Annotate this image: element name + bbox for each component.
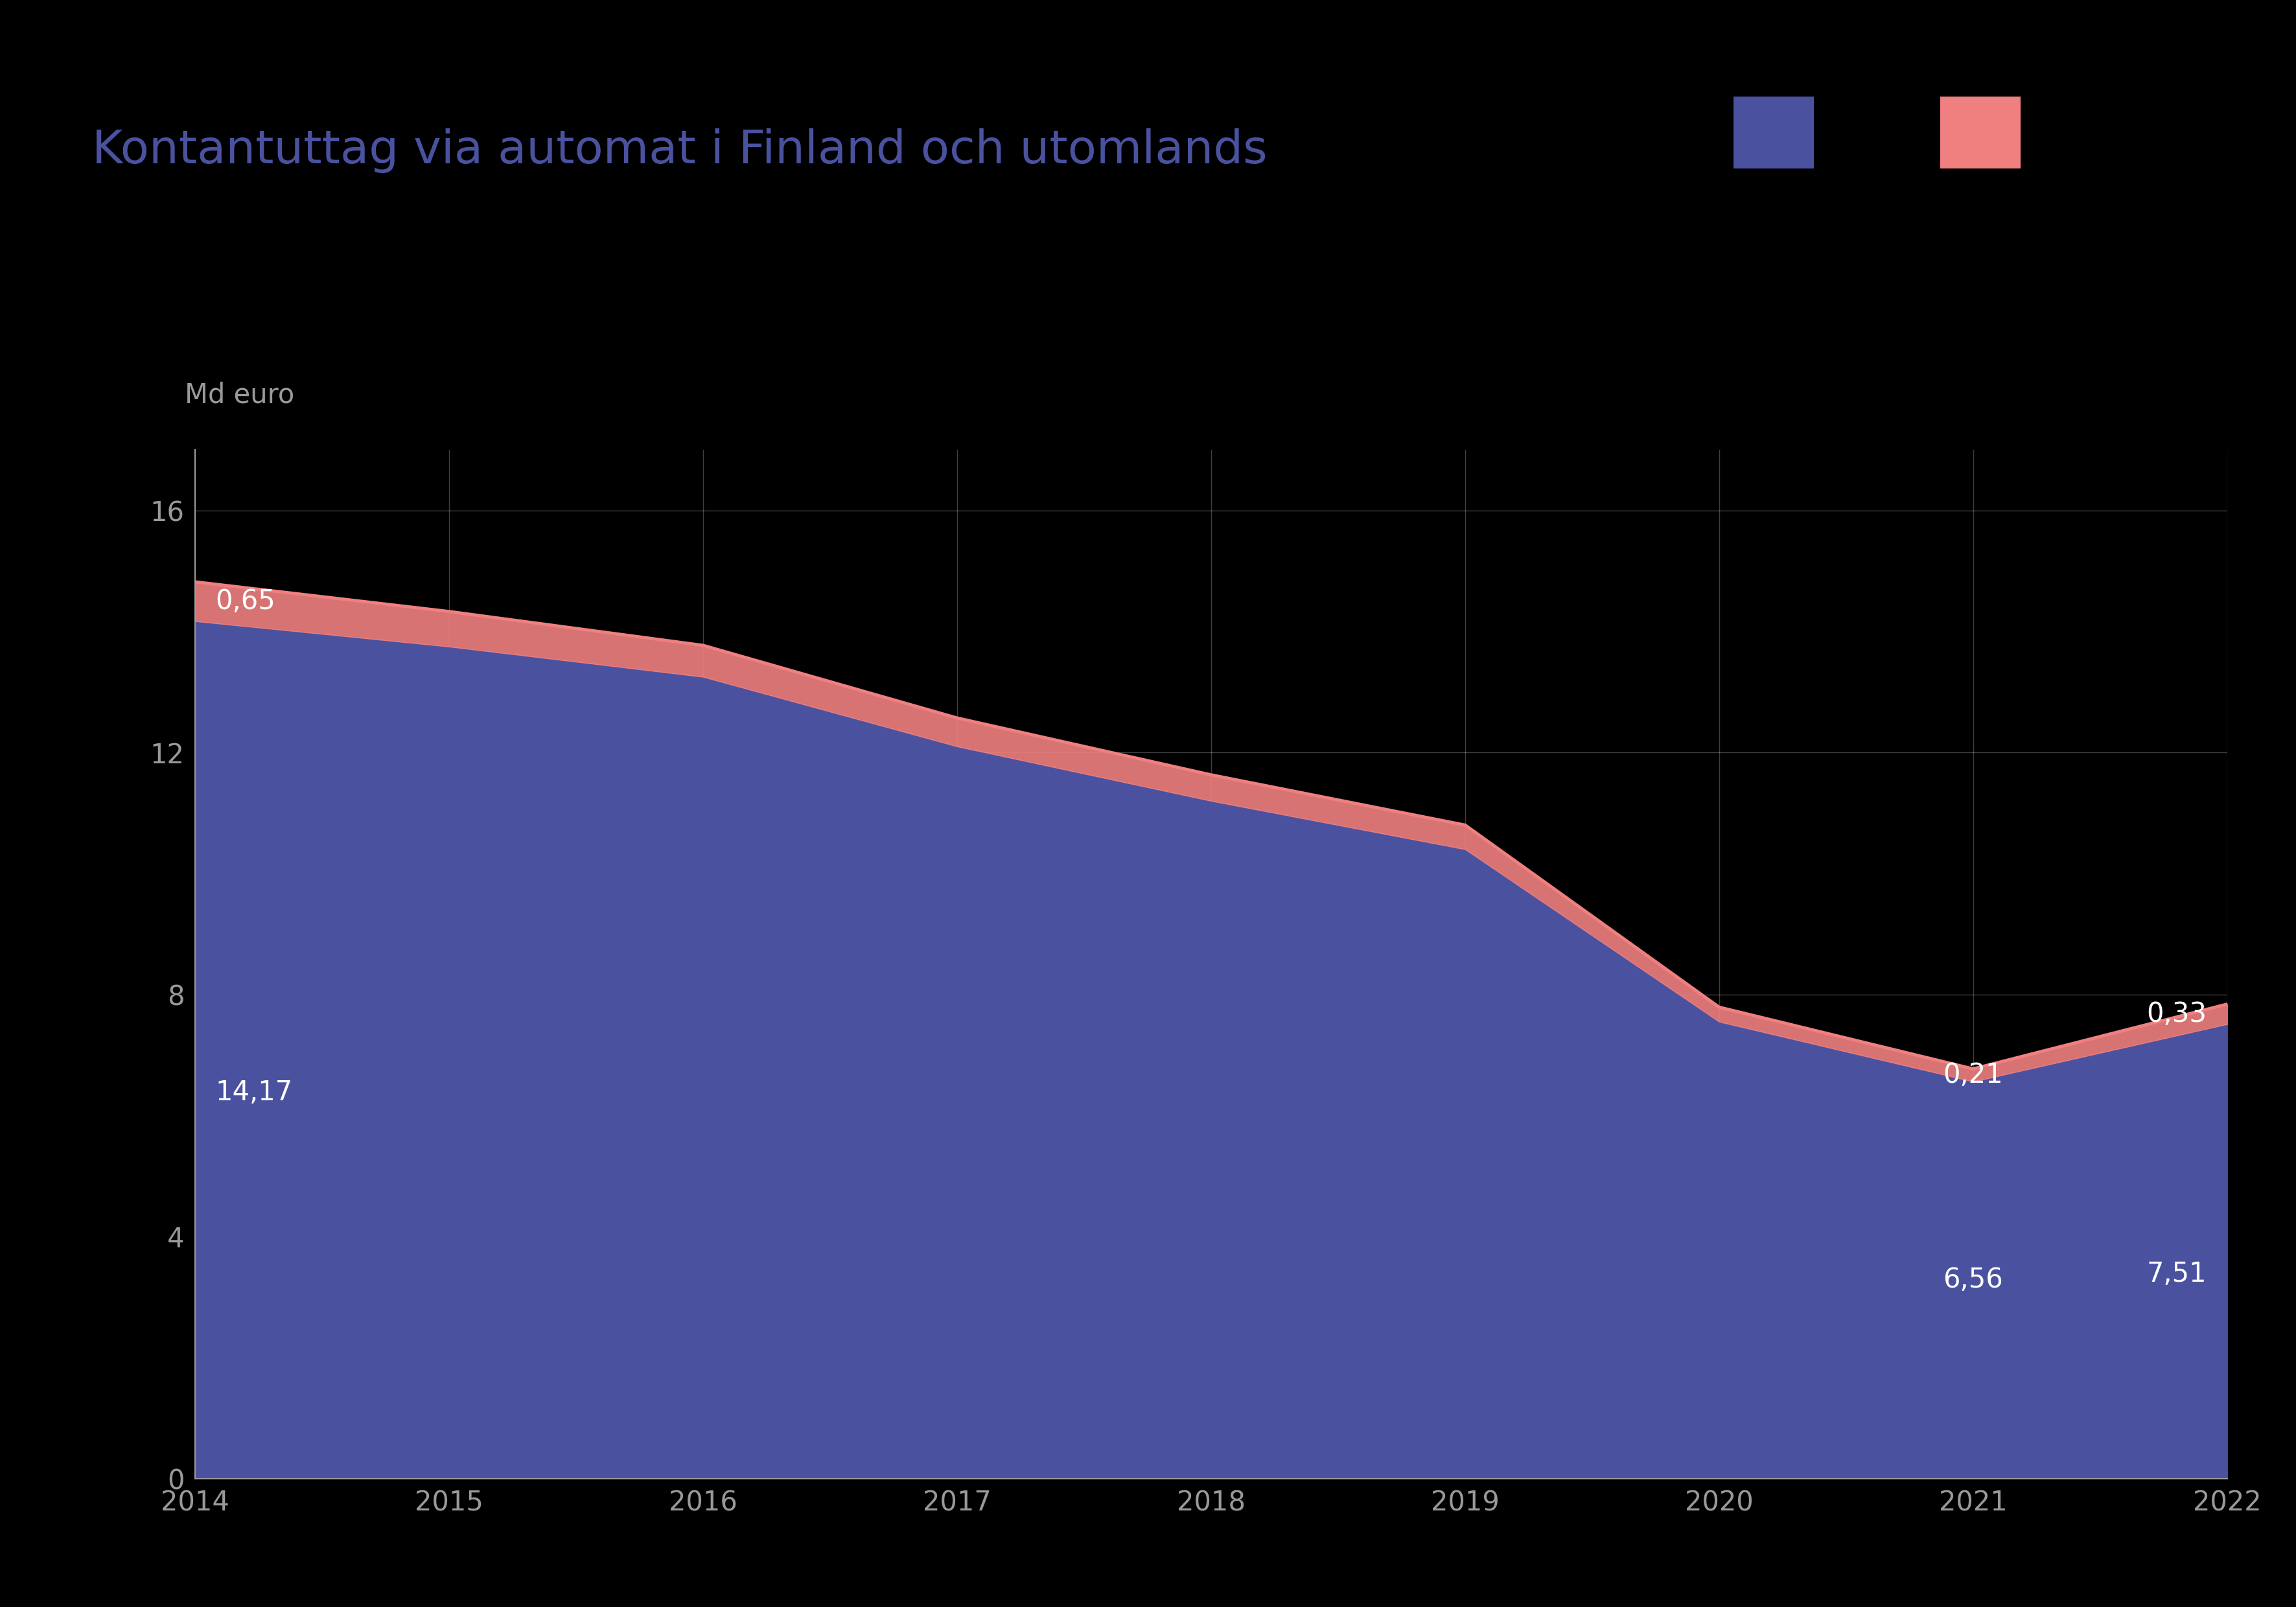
- Text: Md euro: Md euro: [186, 381, 294, 408]
- Text: 7,51: 7,51: [2147, 1260, 2206, 1287]
- Text: 0,65: 0,65: [216, 588, 276, 615]
- Text: 6,56: 6,56: [1942, 1266, 2002, 1294]
- Text: 0,33: 0,33: [2147, 1001, 2206, 1028]
- Text: 14,17: 14,17: [216, 1078, 292, 1106]
- Text: Kontantuttag via automat i Finland och utomlands: Kontantuttag via automat i Finland och u…: [92, 129, 1267, 174]
- Text: 0,21: 0,21: [1942, 1062, 2002, 1090]
